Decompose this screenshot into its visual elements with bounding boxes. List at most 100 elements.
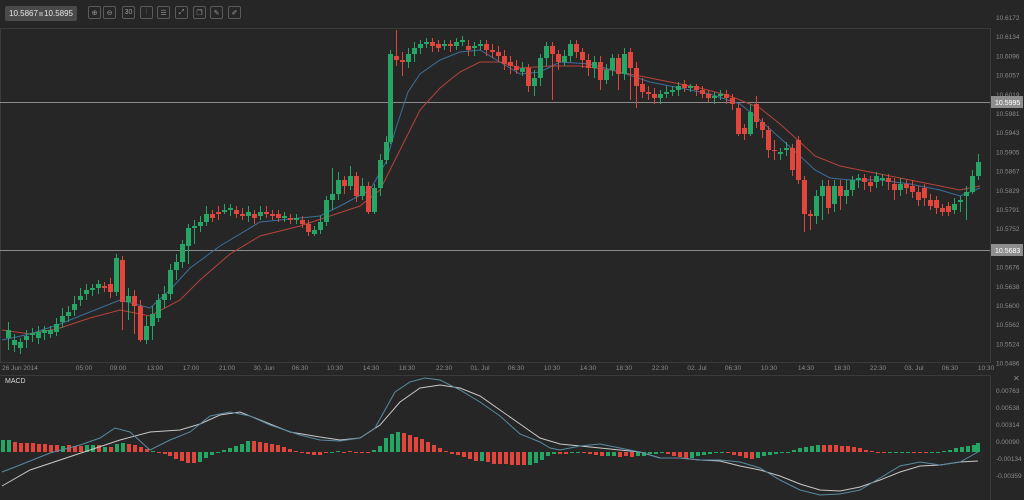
- candle: [694, 84, 699, 96]
- macd-y-axis-label: 0.00090: [996, 439, 1020, 446]
- macd-histogram-bar: [714, 452, 718, 453]
- macd-histogram-bar: [168, 452, 172, 456]
- macd-histogram-bar: [468, 452, 472, 459]
- y-axis-label: 10.5791: [996, 207, 1020, 214]
- candle: [646, 86, 651, 100]
- candle: [42, 326, 47, 340]
- candle: [120, 256, 125, 330]
- candle: [210, 210, 215, 222]
- candle: [682, 80, 687, 92]
- x-axis-label: 14:30: [798, 365, 815, 372]
- x-axis-label: 10:30: [544, 365, 561, 372]
- x-axis-label: 10:30: [978, 365, 995, 372]
- timeframe-30-button[interactable]: 30: [122, 6, 135, 19]
- macd-histogram-bar: [180, 452, 184, 461]
- macd-histogram-bar: [324, 452, 328, 453]
- macd-histogram-bar: [882, 452, 886, 453]
- macd-histogram-bar: [768, 452, 772, 455]
- macd-histogram-bar: [498, 452, 502, 464]
- candle: [868, 176, 873, 192]
- candle: [742, 124, 747, 140]
- candle: [406, 48, 411, 68]
- price-pane-border: [0, 28, 991, 363]
- macd-histogram-bar: [109, 447, 113, 452]
- candle: [616, 54, 621, 90]
- macd-histogram-bar: [492, 452, 496, 464]
- macd-histogram-bar: [252, 441, 256, 452]
- macd-histogram-bar: [1, 440, 5, 452]
- macd-histogram-bar: [930, 452, 934, 453]
- candle: [850, 176, 855, 196]
- macd-histogram-bar: [690, 452, 694, 458]
- candle: [940, 204, 945, 216]
- macd-histogram-bar: [432, 445, 436, 452]
- close-macd-icon[interactable]: ✕: [1013, 374, 1020, 383]
- y-axis-label: 10.5752: [996, 226, 1020, 233]
- macd-histogram-bar: [61, 446, 65, 452]
- x-axis-label: 18:30: [616, 365, 633, 372]
- candle: [688, 84, 693, 92]
- macd-histogram-bar: [546, 452, 550, 456]
- y-axis-label: 10.6019: [996, 92, 1020, 99]
- candle: [556, 50, 561, 70]
- candle: [790, 144, 795, 176]
- macd-histogram-bar: [642, 452, 646, 456]
- candle: [916, 186, 921, 206]
- macd-histogram-bar: [816, 445, 820, 452]
- candle: [760, 118, 765, 138]
- macd-histogram-bar: [912, 452, 916, 453]
- zoom-in-icon: ⊕: [91, 9, 98, 17]
- draw-tool-button[interactable]: ✐: [228, 6, 241, 19]
- macd-histogram-bar: [121, 443, 125, 452]
- candle: [246, 206, 251, 222]
- macd-histogram-bar: [858, 448, 862, 452]
- macd-histogram-bar: [198, 452, 202, 462]
- macd-histogram-bar: [774, 452, 778, 454]
- macd-histogram-bar: [336, 451, 340, 452]
- candle: [330, 168, 335, 210]
- macd-histogram-bar: [678, 452, 682, 457]
- candle: [276, 210, 281, 222]
- chart-type-button[interactable]: ⫶: [140, 6, 153, 19]
- macd-histogram-bar: [726, 452, 730, 453]
- macd-histogram-bar: [924, 452, 928, 453]
- macd-histogram-bar: [504, 452, 508, 464]
- zoom-in-button[interactable]: ⊕: [88, 6, 101, 19]
- candle: [126, 288, 131, 320]
- y-axis-label: 10.6096: [996, 53, 1020, 60]
- candle: [348, 166, 353, 190]
- candle: [72, 296, 77, 316]
- x-axis-label: 14:30: [580, 365, 597, 372]
- fullscreen-button[interactable]: ⤢: [175, 6, 188, 19]
- candle: [366, 182, 371, 214]
- macd-histogram-bar: [972, 445, 976, 452]
- candle: [784, 142, 789, 156]
- candle: [922, 184, 927, 206]
- y-axis-label: 10.5867: [996, 169, 1020, 176]
- macd-histogram-bar: [624, 452, 628, 456]
- macd-histogram-bar: [222, 450, 226, 452]
- candle: [252, 210, 257, 224]
- candle: [6, 322, 11, 350]
- candle: [538, 54, 543, 86]
- candle: [778, 148, 783, 160]
- chart-type-icon: ⫶: [145, 8, 148, 16]
- macd-signal-line: [1, 384, 979, 492]
- x-axis-label: 06:30: [725, 365, 742, 372]
- zoom-out-button[interactable]: ⊖: [103, 6, 116, 19]
- edit-button[interactable]: ✎: [210, 6, 223, 19]
- candle: [424, 38, 429, 48]
- candle: [628, 48, 633, 100]
- macd-histogram-bar: [976, 443, 980, 452]
- candle: [526, 64, 531, 92]
- zoom-out-icon: ⊖: [106, 9, 113, 17]
- indicators-button[interactable]: ☰: [157, 6, 170, 19]
- fullscreen-icon: ⤢: [178, 8, 185, 16]
- macd-histogram-bar: [270, 444, 274, 452]
- y-axis-label: 10.5600: [996, 303, 1020, 310]
- copy-button[interactable]: ❐: [193, 6, 206, 19]
- macd-histogram-bar: [474, 452, 478, 461]
- macd-histogram-bar: [540, 452, 544, 460]
- macd-histogram-bar: [900, 452, 904, 453]
